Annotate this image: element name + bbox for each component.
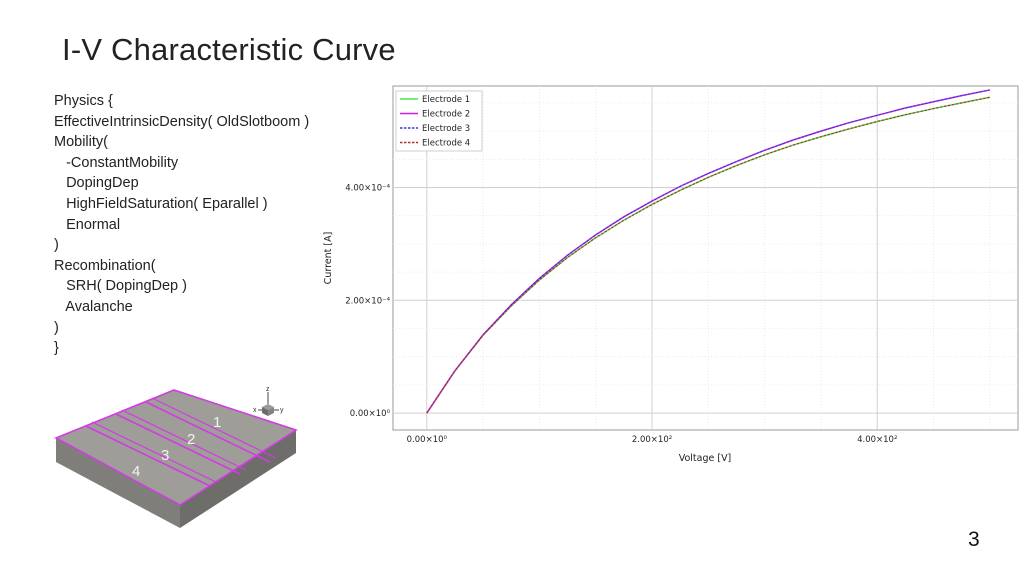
legend-box <box>395 90 483 152</box>
device-top-face <box>54 389 298 506</box>
svg-text:y: y <box>280 407 284 414</box>
electrode-label-3: 3 <box>161 447 169 464</box>
x-tick-label: 2.00×10² <box>632 435 672 445</box>
orientation-triad-icon: z x y <box>253 386 284 416</box>
code-line: Avalanche <box>54 298 133 315</box>
y-tick-label: 0.00×10⁰ <box>350 409 391 419</box>
series-line-electrode-3 <box>426 89 990 414</box>
code-line: SRH( DopingDep ) <box>54 278 187 295</box>
y-tick-label: 4.00×10⁻⁴ <box>345 184 390 194</box>
electrode-edge <box>151 397 277 459</box>
tick-labels: 0.00×10⁰ 2.00×10² 4.00×10² 0.00×10⁰ 2.00×10⁻… <box>345 184 897 445</box>
svg-text:z: z <box>266 386 270 393</box>
code-line: Recombination( <box>54 257 156 274</box>
svg-text:x: x <box>253 407 257 414</box>
device-side-front-left <box>56 438 180 528</box>
code-line: ) <box>54 319 59 336</box>
physics-code-block: Physics { EffectiveIntrinsicDensity( Old… <box>54 91 309 359</box>
electrode-edge <box>121 409 247 471</box>
electrode-label-1: 1 <box>213 414 221 431</box>
x-tick-label: 0.00×10⁰ <box>407 435 448 445</box>
device-side-front-right <box>180 430 296 528</box>
slide-title: I-V Characteristic Curve <box>62 32 396 67</box>
code-line: } <box>54 340 59 357</box>
code-line: EffectiveIntrinsicDensity( OldSlotboom ) <box>54 113 310 130</box>
x-tick-label: 4.00×10² <box>857 435 897 445</box>
legend-label: Electrode 1 <box>422 95 470 105</box>
code-line: DopingDep <box>54 175 139 192</box>
electrode-edge <box>145 401 271 463</box>
page-number: 3 <box>968 528 980 551</box>
legend: Electrode 1 Electrode 2 Electrode 3 Electro… <box>395 90 483 152</box>
device-3d-view: 1 2 3 4 z x y <box>54 386 298 528</box>
electrode-label-4: 4 <box>132 463 140 480</box>
code-line: Enormal <box>54 216 121 233</box>
code-line: HighFieldSaturation( Eparallel ) <box>54 195 268 212</box>
legend-label: Electrode 3 <box>422 124 470 134</box>
electrode-edge <box>85 425 211 487</box>
electrode-edge <box>115 413 241 475</box>
legend-label: Electrode 2 <box>422 110 470 120</box>
electrode-label-2: 2 <box>187 431 195 448</box>
y-axis-label: Current [A] <box>323 232 334 285</box>
code-line: Physics { <box>54 93 113 109</box>
series-line-electrode-4 <box>426 96 990 414</box>
series-group <box>426 89 990 414</box>
electrode-edge <box>91 421 217 483</box>
plot-area <box>392 85 1019 431</box>
code-line: Mobility( <box>54 134 108 151</box>
legend-label: Electrode 4 <box>422 139 470 149</box>
code-line: -ConstantMobility <box>54 154 179 171</box>
code-line: ) <box>54 237 59 254</box>
y-tick-label: 2.00×10⁻⁴ <box>345 296 390 306</box>
grid-lines <box>393 86 1018 430</box>
x-axis-label: Voltage [V] <box>679 453 732 464</box>
